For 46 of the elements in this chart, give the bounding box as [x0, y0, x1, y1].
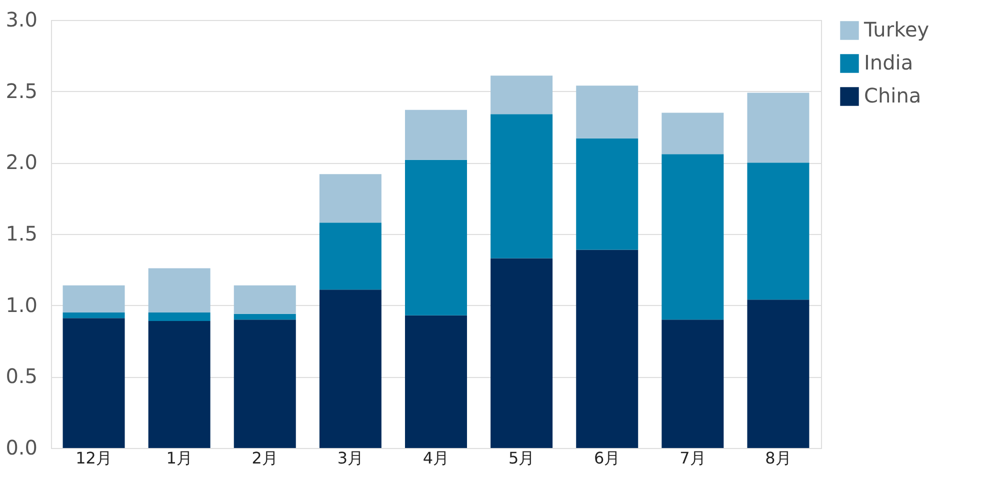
- bar: [319, 174, 382, 223]
- bar: [62, 312, 125, 318]
- bar: [405, 160, 467, 316]
- bar: [405, 110, 467, 160]
- y-tick-label: 3.0: [6, 8, 38, 32]
- bar: [319, 290, 382, 448]
- bar: [319, 222, 382, 290]
- bar: [662, 154, 724, 320]
- x-tick-label: 1月: [166, 448, 192, 468]
- bar: [662, 320, 724, 448]
- bar: [62, 285, 125, 312]
- bar: [576, 86, 638, 138]
- y-tick-label: 0.0: [6, 436, 38, 460]
- bar: [576, 138, 638, 250]
- x-tick-label: 7月: [680, 448, 706, 468]
- y-tick-label: 2.5: [6, 78, 38, 103]
- bar: [405, 315, 467, 448]
- bar: [662, 112, 724, 154]
- x-tick-label: 4月: [422, 448, 450, 468]
- bar: [148, 268, 210, 312]
- x-tick-label: 3月: [337, 448, 364, 468]
- bar: [490, 258, 553, 448]
- y-tick-label: 0.5: [6, 364, 38, 388]
- bar: [62, 318, 125, 448]
- y-tick-label: 1.5: [6, 222, 38, 246]
- legend-label: Turkey: [863, 18, 930, 42]
- bar: [747, 92, 810, 163]
- x-tick-label: 2月: [252, 448, 278, 468]
- y-tick-label: 1.0: [6, 292, 38, 317]
- bar: [490, 114, 553, 258]
- legend-label: China: [864, 84, 922, 108]
- bar: [490, 76, 553, 114]
- x-tick-label: 6月: [594, 448, 620, 468]
- x-tick-label: 5月: [508, 448, 535, 468]
- bar: [148, 321, 210, 448]
- legend-label: India: [864, 50, 914, 74]
- y-tick-label: 2.0: [6, 150, 38, 174]
- bar: [747, 162, 810, 300]
- bar: [148, 312, 210, 322]
- bar: [747, 300, 810, 448]
- bar: [234, 320, 296, 448]
- x-tick-label: 12月: [76, 448, 112, 468]
- x-tick-label: 8月: [765, 448, 792, 468]
- bar: [234, 314, 296, 320]
- bar: [234, 285, 296, 314]
- bar: [576, 250, 638, 448]
